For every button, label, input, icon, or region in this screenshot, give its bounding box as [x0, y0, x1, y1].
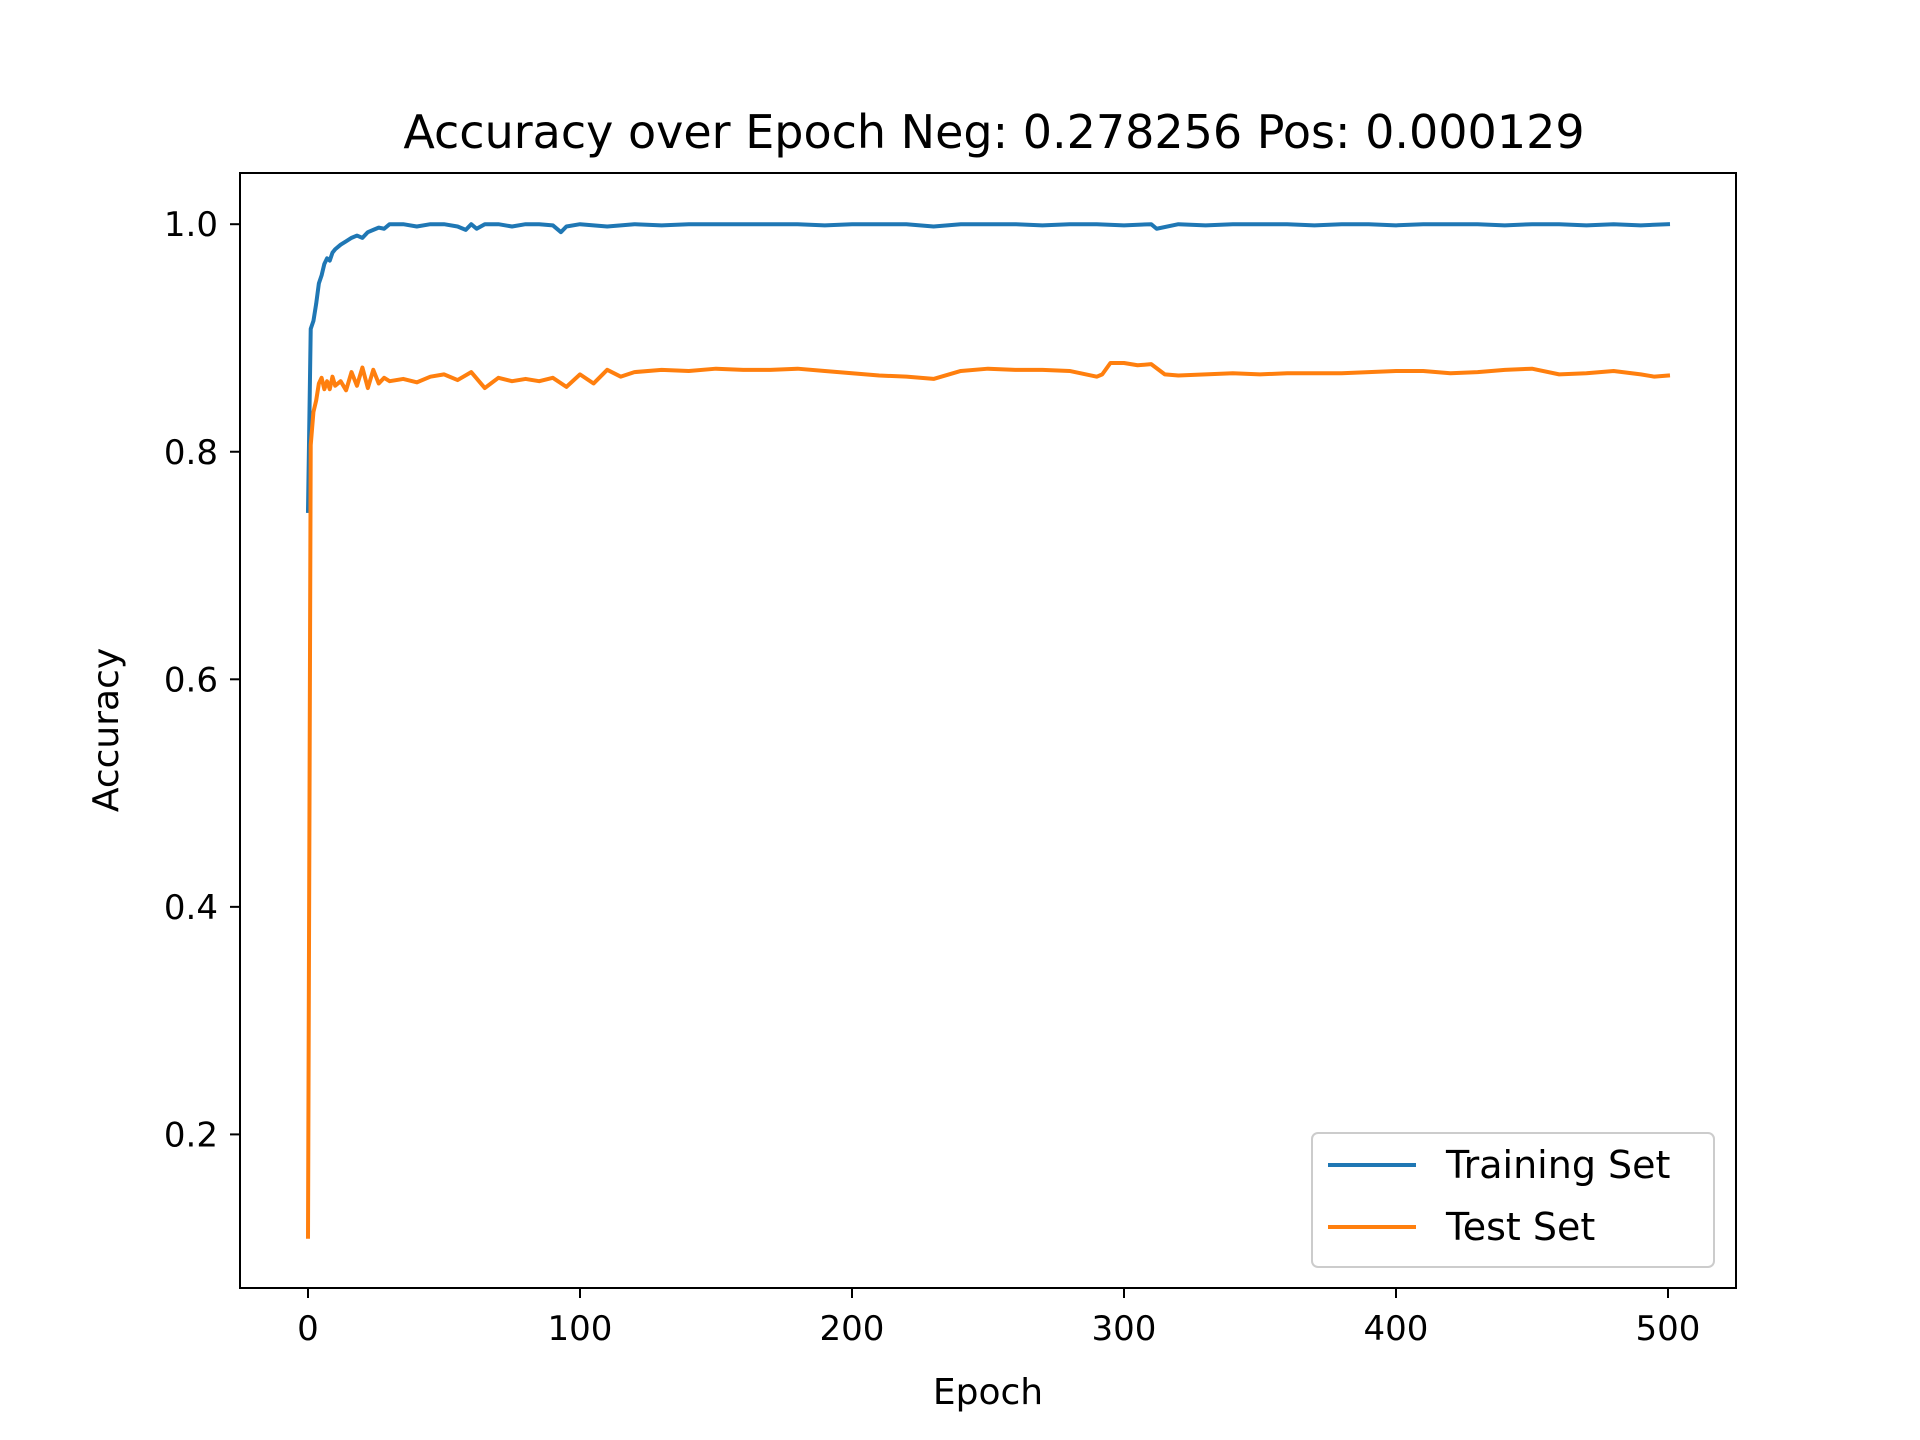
y-axis: 0.2 0.4 0.6 0.8 1.0 [164, 205, 240, 1155]
series-line-training-set [305, 222, 1671, 513]
y-tick-label: 0.8 [164, 433, 218, 473]
x-tick-label: 500 [1636, 1309, 1701, 1349]
x-axis-label: Epoch [933, 1372, 1043, 1413]
legend: Training Set Test Set [1311, 1132, 1715, 1268]
x-tick-label: 0 [297, 1309, 319, 1349]
y-tick-label: 0.4 [164, 888, 218, 928]
chart-title: Accuracy over Epoch Neg: 0.278256 Pos: 0… [403, 105, 1584, 159]
x-tick-label: 400 [1364, 1309, 1429, 1349]
legend-label-test-set: Test Set [1445, 1205, 1595, 1249]
legend-label-training-set: Training Set [1445, 1143, 1670, 1187]
x-axis: 0 100 200 300 400 500 [297, 1288, 1700, 1349]
y-tick-label: 0.6 [164, 660, 218, 700]
series-line-test-set [305, 361, 1671, 1239]
x-tick-label: 200 [820, 1309, 885, 1349]
y-tick-label: 0.2 [164, 1115, 218, 1155]
x-tick-label: 100 [548, 1309, 613, 1349]
x-tick-label: 300 [1092, 1309, 1157, 1349]
y-tick-label: 1.0 [164, 205, 218, 245]
series-layer [305, 222, 1671, 1239]
y-axis-label: Accuracy [86, 648, 127, 812]
plot-frame [239, 172, 1737, 1289]
